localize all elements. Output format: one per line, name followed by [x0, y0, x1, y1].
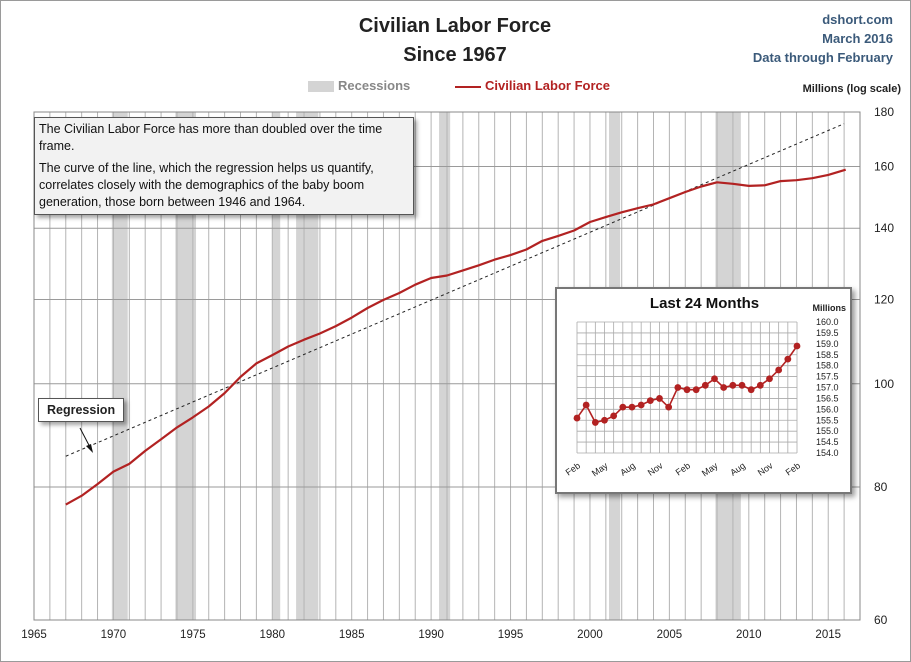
annotation-text-1: The Civilian Labor Force has more than d…	[39, 122, 383, 153]
legend-series-label: Civilian Labor Force	[485, 78, 610, 93]
inset-y-tick-label: 156.0	[816, 404, 839, 414]
y-tick-label: 140	[874, 221, 894, 235]
recession-band-0	[111, 112, 128, 620]
inset-y-tick-label: 160.0	[816, 317, 839, 327]
x-tick-label: 1995	[498, 629, 524, 641]
x-tick-label: 1965	[21, 629, 47, 641]
x-tick-label: 2015	[815, 629, 841, 641]
inset-chart: Last 24 Months Millions 160.0 159.5 159.0 1…	[555, 287, 852, 494]
recession-swatch	[308, 81, 334, 93]
inset-data-point	[738, 381, 746, 389]
inset-data-point	[720, 384, 728, 391]
legend-recessions-label: Recessions	[338, 78, 411, 93]
inset-y-tick-label: 155.0	[816, 426, 839, 436]
inset-data-point	[637, 401, 645, 409]
inset-y-tick-label: 154.0	[816, 448, 839, 458]
inset-data-point	[646, 397, 654, 404]
inset-title: Last 24 Months	[649, 295, 760, 312]
inset-x-tick-label: May	[590, 460, 610, 478]
recession-band-4	[439, 112, 451, 620]
y-tick-label: 60	[874, 613, 888, 627]
inset-data-point	[628, 403, 636, 411]
y-axis-label: Millions (log scale)	[802, 83, 901, 95]
series-line-labor-force	[65, 168, 847, 506]
inset-data-point	[674, 384, 682, 391]
inset-y-tick-label: 156.5	[816, 393, 839, 403]
inset-y-tick-label: 157.0	[816, 383, 839, 393]
legend-recessions: Recessions	[308, 78, 410, 93]
inset-data-point	[610, 412, 618, 420]
inset-unit-label: Millions	[812, 303, 847, 313]
inset-data-point	[756, 381, 764, 389]
inset-data-point	[701, 381, 709, 389]
inset-data-point	[683, 386, 691, 394]
inset-y-tick-label: 159.5	[816, 328, 839, 338]
inset-x-tick-label: Feb	[674, 460, 692, 477]
annotation-box: The Civilian Labor Force has more than d…	[34, 117, 414, 215]
inset-y-tick-label: 159.0	[816, 339, 839, 349]
recession-band-1	[175, 112, 197, 620]
y-tick-label: 180	[874, 105, 894, 119]
inset-y-tick-label: 154.5	[816, 437, 839, 447]
inset-y-tick-label: 155.5	[816, 415, 839, 425]
inset-x-tick-label: Nov	[646, 460, 665, 478]
inset-data-point	[793, 342, 801, 350]
regression-label: Regression	[38, 398, 125, 422]
chart-title: Civilian Labor Force Since 1967	[255, 12, 655, 70]
inset-x-tick-label: May	[700, 460, 720, 478]
inset-data-point	[775, 366, 783, 374]
source-date: March 2016	[822, 31, 893, 46]
inset-plot: 160.0159.5159.0158.5158.0157.5157.0156.5…	[564, 317, 839, 478]
inset-x-tick-label: Aug	[728, 460, 747, 477]
inset-data-point	[784, 355, 792, 363]
x-tick-label: 1990	[418, 629, 444, 641]
inset-data-point	[591, 419, 599, 426]
plot-border	[33, 111, 861, 621]
inset-data-point	[766, 375, 773, 383]
x-tick-label: 1975	[180, 629, 206, 641]
x-tick-label: 1970	[101, 629, 127, 641]
x-tick-label: 2000	[577, 629, 603, 641]
inset-y-tick-label: 157.5	[816, 372, 839, 382]
inset-x-tick-label: Feb	[784, 460, 802, 477]
inset-data-point	[601, 416, 608, 424]
inset-x-tick-label: Aug	[618, 460, 637, 477]
y-tick-label: 160	[874, 159, 894, 173]
y-tick-label: 100	[874, 377, 894, 391]
series-swatch	[455, 85, 481, 88]
legend-series: Civilian Labor Force	[455, 78, 610, 93]
inset-data-point	[747, 386, 755, 394]
inset-y-tick-label: 158.5	[816, 350, 839, 360]
recession-band-3	[296, 112, 319, 620]
x-tick-label: 2005	[657, 629, 683, 641]
inset-x-tick-label: Feb	[564, 460, 582, 477]
y-tick-label: 120	[874, 292, 894, 306]
regression-arrowhead	[86, 444, 93, 453]
inset-data-point	[692, 386, 700, 394]
inset-data-point	[573, 414, 581, 422]
x-tick-label: 1985	[339, 629, 365, 641]
inset-data-point	[665, 403, 673, 411]
inset-data-point	[711, 375, 718, 383]
x-tick-label: 2010	[736, 629, 762, 641]
inset-x-tick-label: Nov	[756, 460, 775, 478]
inset-y-tick-label: 158.0	[816, 361, 839, 371]
title-line-1: Civilian Labor Force	[358, 15, 552, 37]
annotation-text-2: The curve of the line, which the regress…	[39, 161, 374, 209]
inset-data-point	[619, 403, 627, 411]
y-tick-label: 80	[874, 480, 888, 494]
x-tick-label: 1980	[259, 629, 285, 641]
inset-data-point	[729, 381, 737, 389]
source-name: dshort.com	[822, 12, 893, 27]
source-block: dshort.com March 2016 Data through Febru…	[753, 10, 893, 67]
inset-data-point	[656, 395, 663, 402]
inset-data-point	[582, 401, 590, 409]
title-line-2: Since 1967	[403, 44, 507, 66]
source-note: Data through February	[752, 50, 893, 65]
